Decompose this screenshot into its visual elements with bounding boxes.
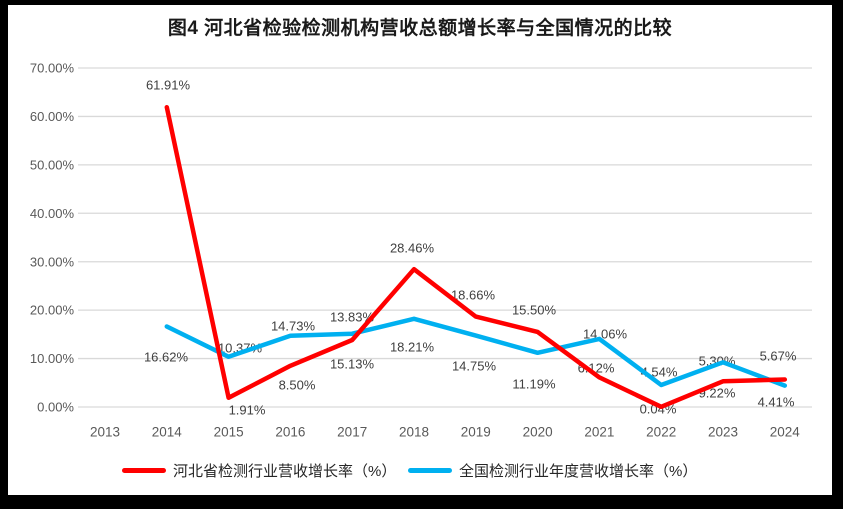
data-label: 18.21% <box>390 340 435 355</box>
x-axis-tick-label: 2021 <box>584 425 614 440</box>
x-axis-tick-label: 2017 <box>337 425 367 440</box>
y-axis-tick-label: 0.00% <box>37 400 74 415</box>
data-label: 14.75% <box>452 359 497 374</box>
series-line-hebei <box>164 104 788 410</box>
y-axis-tick-label: 50.00% <box>30 157 75 172</box>
data-label: 18.66% <box>451 288 496 303</box>
data-label: 61.91% <box>146 78 191 93</box>
x-axis-tick-label: 2013 <box>90 425 120 440</box>
x-axis-tick-label: 2015 <box>214 425 244 440</box>
chart-title: 图4 河北省检验检测机构营收总额增长率与全国情况的比较 <box>167 18 673 39</box>
data-label: 8.50% <box>279 378 316 393</box>
data-label: 4.41% <box>758 395 795 410</box>
y-axis-tick-label: 20.00% <box>30 303 75 318</box>
data-label: 15.13% <box>330 357 375 372</box>
data-label: 15.50% <box>512 303 557 318</box>
legend-item-hebei: 河北省检测行业营收增长率（%） <box>122 461 397 480</box>
chart-background <box>8 5 832 495</box>
data-label: 16.62% <box>144 350 189 365</box>
x-axis-tick-label: 2023 <box>708 425 738 440</box>
data-label: 28.46% <box>390 241 435 256</box>
y-axis-tick-label: 40.00% <box>30 206 75 221</box>
y-axis-tick-label: 30.00% <box>30 254 75 269</box>
x-axis-tick-label: 2022 <box>646 425 676 440</box>
legend-item-national: 全国检测行业年度营收增长率（%） <box>408 461 698 480</box>
legend-line-swatch-red <box>122 467 166 473</box>
x-axis-tick-label: 2024 <box>770 425 801 440</box>
legend-label-hebei: 河北省检测行业营收增长率（%） <box>173 462 397 480</box>
data-label: 10.37% <box>218 341 263 356</box>
y-axis-tick-label: 70.00% <box>30 61 75 76</box>
x-axis-tick-label: 2016 <box>275 425 305 440</box>
series-line-national <box>164 316 788 388</box>
data-label: 6.12% <box>578 361 615 376</box>
data-label: 13.83% <box>330 310 375 325</box>
data-label: 14.73% <box>271 319 316 334</box>
legend-label-national: 全国检测行业年度营收增长率（%） <box>459 462 698 480</box>
chart-legend: 河北省检测行业营收增长率（%） 全国检测行业年度营收增长率（%） <box>0 461 843 481</box>
x-axis-tick-label: 2019 <box>461 425 491 440</box>
y-axis-tick-label: 60.00% <box>30 109 75 124</box>
x-axis-tick-label: 2020 <box>523 425 553 440</box>
data-label: 1.91% <box>229 403 266 418</box>
data-label: 11.19% <box>512 377 556 392</box>
legend-line-swatch-blue <box>408 467 452 473</box>
x-axis-tick-label: 2018 <box>399 425 429 440</box>
y-axis-tick-label: 10.00% <box>30 351 75 366</box>
x-axis-tick-label: 2014 <box>152 425 183 440</box>
data-label: 5.67% <box>760 349 797 364</box>
